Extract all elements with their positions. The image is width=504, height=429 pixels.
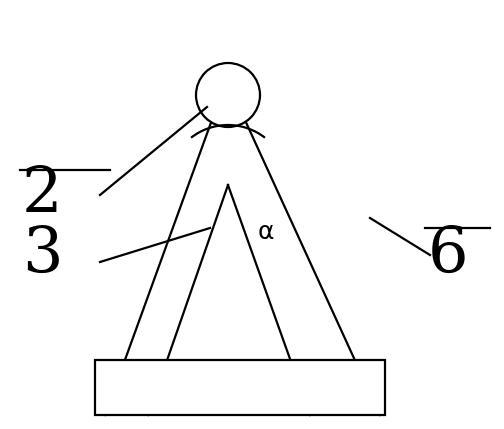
Circle shape xyxy=(196,63,260,127)
Text: α: α xyxy=(258,220,275,244)
Text: 3: 3 xyxy=(22,224,62,286)
Bar xyxy=(95,360,385,415)
Text: 2: 2 xyxy=(22,164,62,226)
Text: 6: 6 xyxy=(428,224,469,286)
